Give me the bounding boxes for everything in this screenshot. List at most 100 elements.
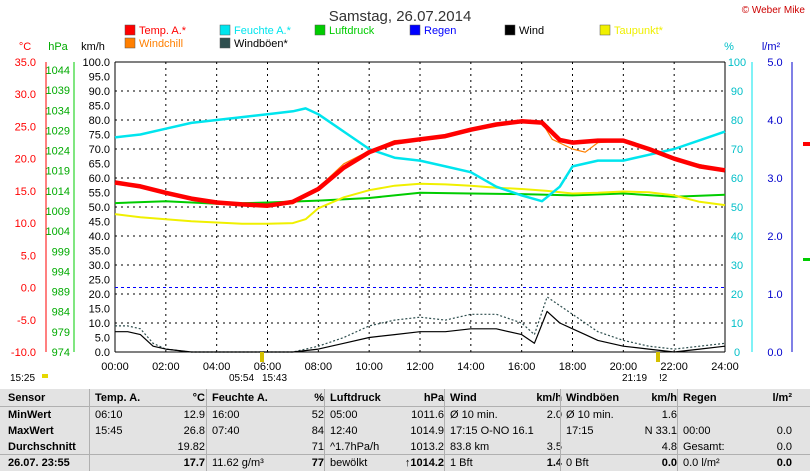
time-tick-label: 14:00 — [457, 361, 485, 373]
time-tick-label: 20:00 — [610, 361, 638, 373]
temp-tick-label: 15.0 — [15, 186, 36, 198]
series-windb-en — [115, 296, 726, 353]
wind-tick-label: 90.0 — [89, 86, 110, 98]
cell-detail: Ø 10 min. — [566, 409, 614, 421]
legend-swatch — [124, 37, 136, 49]
cell-value: 1014.9 — [410, 425, 444, 437]
wind-tick-label: 50.0 — [89, 202, 110, 214]
time-tick-label: 00:00 — [101, 361, 129, 373]
wind-tick-label: 65.0 — [89, 159, 110, 171]
table-header-unit: % — [314, 392, 324, 404]
pressure-tick-label: 984 — [52, 307, 70, 319]
humidity-tick-label: 90 — [731, 86, 743, 98]
cell-value: 1011.6 — [411, 409, 444, 421]
pressure-tick-label: 994 — [52, 266, 70, 278]
cell-detail: 07:40 — [212, 425, 240, 437]
temp-tick-label: 30.0 — [15, 89, 36, 101]
table-header-unit: °C — [192, 392, 205, 404]
legend-label: Taupunkt* — [614, 25, 664, 37]
humidity-tick-label: 60 — [731, 173, 743, 185]
temp-tick-label: 0.0 — [21, 283, 36, 295]
cell-value: 26.8 — [183, 425, 205, 437]
cell-value: 17.7 — [183, 457, 205, 469]
rain-tick-label: 5.0 — [767, 57, 782, 69]
series-wind — [115, 310, 726, 353]
cell-value: ↑1014.2 — [404, 457, 444, 469]
temp-tick-label: 5.0 — [21, 250, 36, 262]
legend-swatch — [314, 24, 326, 36]
row-label: 26.07. 23:55 — [8, 457, 70, 469]
table-header-unit: l/m² — [772, 392, 792, 404]
rain-unit-label: l/m² — [762, 41, 781, 53]
legend-label: Regen — [424, 25, 456, 37]
marker-sunrise: 05:54 — [229, 373, 254, 384]
marker-left-time: 15:25 — [10, 373, 35, 384]
pressure-tick-label: 989 — [52, 287, 70, 299]
table-header-unit: km/h — [536, 392, 562, 404]
humidity-tick-label: 70 — [731, 144, 743, 156]
time-tick-label: 08:00 — [305, 361, 333, 373]
humidity-tick-label: 40 — [731, 231, 743, 243]
pressure-unit-label: hPa — [48, 41, 68, 53]
pressure-tick-label: 1014 — [46, 186, 70, 198]
cell-detail: 1 Bft — [450, 457, 473, 469]
cell-value: 4.8 — [661, 441, 677, 453]
row-separator — [0, 406, 810, 407]
legend-label: Luftdruck — [329, 25, 375, 37]
cell-detail: Gesamt: — [683, 441, 725, 453]
temp-tick-label: -10.0 — [11, 347, 36, 359]
cell-detail: 16:00 — [212, 409, 240, 421]
humidity-tick-label: 80 — [731, 115, 743, 127]
legend-swatch — [409, 24, 421, 36]
temp-tick-label: 20.0 — [15, 154, 36, 166]
temp-tick-label: 25.0 — [15, 121, 36, 133]
cell-detail: 11.62 g/m³ — [212, 457, 264, 469]
humidity-tick-label: 30 — [731, 260, 743, 272]
wind-tick-label: 25.0 — [89, 275, 110, 287]
row-label: MinWert — [8, 409, 52, 421]
marker-sunset: 21:19 — [622, 373, 647, 384]
temp-tick-label: 35.0 — [15, 57, 36, 69]
cell-value: 1.4 — [546, 457, 562, 469]
time-tick-label: 24:00 — [711, 361, 739, 373]
pressure-tick-label: 974 — [52, 347, 70, 359]
pressure-tick-label: 979 — [52, 327, 70, 339]
humidity-tick-label: 20 — [731, 289, 743, 301]
sun-marker — [656, 352, 660, 362]
time-tick-label: 04:00 — [203, 361, 231, 373]
pressure-tick-label: 1019 — [46, 166, 70, 178]
pressure-tick-label: 1044 — [46, 65, 70, 77]
time-tick-label: 12:00 — [406, 361, 434, 373]
column-separator — [89, 389, 90, 471]
row-label: MaxWert — [8, 425, 54, 437]
rain-tick-label: 4.0 — [767, 115, 782, 127]
cell-detail: 00:00 — [683, 425, 711, 437]
cell-value: 0.0 — [776, 457, 792, 469]
time-tick-label: 18:00 — [559, 361, 587, 373]
cell-value: 0.0 — [776, 425, 792, 437]
legend-label: Temp. A.* — [139, 25, 187, 37]
wind-tick-label: 55.0 — [89, 188, 110, 200]
time-tick-label: 22:00 — [660, 361, 688, 373]
cell-detail: 12:40 — [330, 425, 358, 437]
table-header-label: Windböen — [566, 392, 620, 404]
legend-swatch — [504, 24, 516, 36]
time-tick-label: 06:00 — [254, 361, 282, 373]
cell-value: N 33.1 — [644, 425, 677, 437]
humidity-tick-label: 100 — [728, 57, 746, 69]
legend-swatch — [219, 24, 231, 36]
wind-tick-label: 0.0 — [95, 347, 110, 359]
legend-swatch — [219, 37, 231, 49]
pressure-tick-label: 1024 — [46, 146, 70, 158]
column-separator — [677, 389, 678, 471]
wind-tick-label: 20.0 — [89, 289, 110, 301]
table-header-label: Wind — [450, 392, 477, 404]
left-time-marker — [42, 374, 48, 378]
temp-unit-label: °C — [19, 41, 31, 53]
pressure-tick-label: 1039 — [46, 85, 70, 97]
cell-detail: 0.0 l/m² — [683, 457, 720, 469]
cell-detail: 0 Bft — [566, 457, 589, 469]
cell-value: 19.82 — [177, 441, 205, 453]
wind-tick-label: 70.0 — [89, 144, 110, 156]
plot-area: 35.0 30.0 25.0 20.0 15.0 10.0 5.0 0.0 -5.0 -10.0 1… — [11, 57, 810, 378]
